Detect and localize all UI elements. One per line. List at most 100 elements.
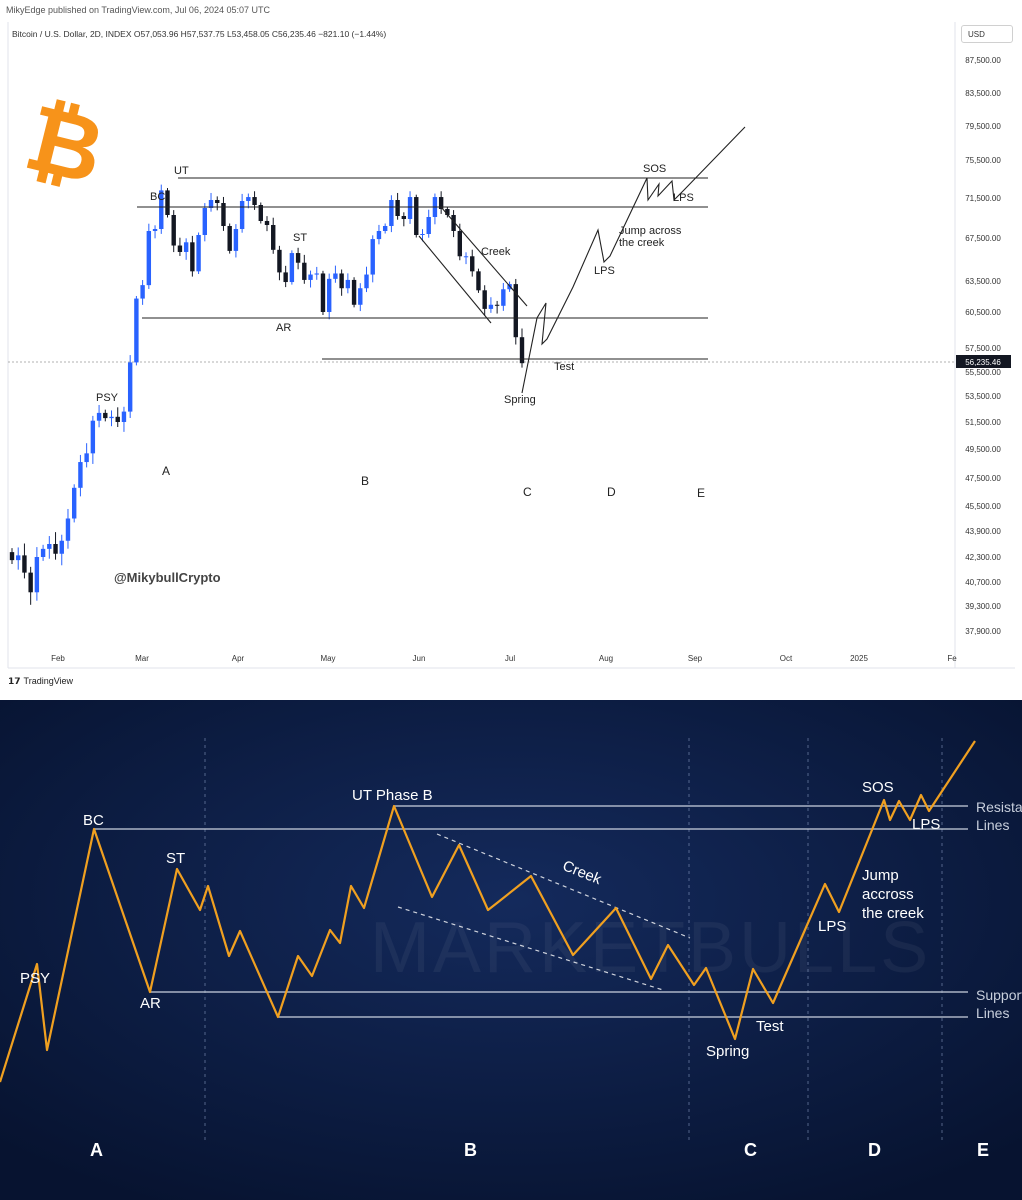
candle-body bbox=[208, 200, 214, 208]
price-tick-label: 45,500.00 bbox=[965, 502, 1001, 511]
wyckoff-schematic-panel: MARKETBULLS PSY BC ST AR UT Phase B Cree… bbox=[0, 700, 1022, 1200]
price-tick-label: 71,500.00 bbox=[965, 194, 1001, 203]
label-sos: SOS bbox=[643, 163, 666, 175]
candle-body bbox=[165, 190, 170, 215]
candle-body bbox=[34, 557, 40, 593]
svg-text:₿: ₿ bbox=[16, 87, 113, 204]
candle-body bbox=[78, 462, 83, 488]
price-tick-label: 49,500.00 bbox=[965, 445, 1001, 454]
label-creek: Creek bbox=[481, 246, 511, 258]
candle-body bbox=[264, 221, 270, 225]
candle-body bbox=[376, 231, 382, 240]
candle-body bbox=[16, 555, 21, 561]
time-tick-label: Aug bbox=[599, 654, 613, 663]
price-tick-label: 67,500.00 bbox=[965, 234, 1001, 243]
candle-body bbox=[358, 288, 363, 305]
label-jump-accross: Jump accross the creek bbox=[862, 867, 924, 922]
tradingview-logo[interactable]: 𝟭𝟳 TradingView bbox=[8, 676, 73, 687]
candle-body bbox=[65, 518, 71, 541]
candle-body bbox=[494, 304, 500, 306]
candle-body bbox=[190, 242, 195, 272]
candle-body bbox=[326, 278, 332, 312]
time-tick-label: Mar bbox=[135, 654, 149, 663]
candle-body bbox=[196, 235, 201, 272]
bitcoin-logo-icon: ₿ bbox=[16, 87, 113, 204]
price-tick-label: 43,900.00 bbox=[965, 527, 1001, 536]
last-price-text: 56,235.46 bbox=[965, 358, 1001, 367]
price-tick-label: 51,500.00 bbox=[965, 418, 1001, 427]
creek-line-upper bbox=[436, 833, 691, 939]
candle-body bbox=[252, 197, 257, 205]
candle-body bbox=[438, 197, 444, 209]
price-chart: ₿ UT BC ST AR PSY SOS LPS LPS Creek Jump… bbox=[7, 22, 1015, 669]
price-axis: 87,500.00 83,500.00 79,500.00 75,500.00 71,5… bbox=[965, 56, 1001, 636]
currency-button[interactable]: USD bbox=[961, 25, 1013, 43]
candle-body bbox=[283, 272, 288, 283]
time-axis: Feb Mar Apr May Jun Jul Aug Sep Oct 2025 Fe bbox=[51, 654, 957, 663]
label-sos: SOS bbox=[862, 779, 894, 796]
phase-e: E bbox=[697, 486, 705, 500]
candle-body bbox=[90, 420, 96, 454]
time-tick-label: Fe bbox=[947, 654, 957, 663]
candle-body bbox=[171, 215, 176, 246]
time-tick-label: Feb bbox=[51, 654, 65, 663]
candles bbox=[9, 184, 525, 605]
candle-body bbox=[22, 555, 27, 573]
author-watermark: @MikybullCrypto bbox=[114, 570, 221, 585]
phase-d: D bbox=[868, 1140, 881, 1160]
phase-c: C bbox=[523, 485, 532, 499]
candle-body bbox=[345, 279, 351, 289]
candle-body bbox=[501, 289, 506, 306]
candle-body bbox=[183, 242, 189, 252]
candle-body bbox=[115, 416, 120, 422]
price-tick-label: 37,900.00 bbox=[965, 627, 1001, 636]
candle-body bbox=[103, 412, 108, 419]
last-price-badge bbox=[956, 355, 1011, 368]
label-bc: BC bbox=[83, 812, 104, 829]
time-tick-label: May bbox=[320, 654, 335, 663]
label-st: ST bbox=[166, 850, 185, 867]
label-psy: PSY bbox=[96, 392, 119, 404]
candle-body bbox=[476, 271, 481, 291]
candle-body bbox=[127, 362, 133, 412]
label-lps-2: LPS bbox=[673, 192, 694, 204]
candle-body bbox=[159, 190, 164, 229]
candle-body bbox=[40, 548, 46, 557]
tv-icon: 𝟭𝟳 bbox=[8, 676, 21, 686]
candle-body bbox=[320, 273, 326, 312]
phase-b: B bbox=[464, 1140, 477, 1160]
phase-b: B bbox=[361, 474, 369, 488]
time-tick-label: Apr bbox=[232, 654, 245, 663]
candle-body bbox=[389, 200, 394, 226]
label-resistance-lines: ResistanceLines bbox=[976, 799, 1022, 833]
price-tick-label: 87,500.00 bbox=[965, 56, 1001, 65]
price-tick-label: 40,700.00 bbox=[965, 578, 1001, 587]
label-lps-2: LPS bbox=[912, 816, 940, 833]
wyckoff-diagram: MARKETBULLS PSY BC ST AR UT Phase B Cree… bbox=[0, 700, 1022, 1200]
candle-body bbox=[470, 256, 475, 272]
label-lps-1: LPS bbox=[818, 918, 846, 935]
phase-a: A bbox=[90, 1140, 103, 1160]
label-support-lines: Support Lines bbox=[976, 987, 1022, 1021]
symbol-name: Bitcoin / U.S. Dollar, 2D, INDEX bbox=[12, 29, 132, 39]
candle-body bbox=[482, 290, 487, 309]
price-tick-label: 47,500.00 bbox=[965, 474, 1001, 483]
candle-body bbox=[239, 201, 245, 229]
candle-body bbox=[9, 552, 15, 561]
candle-body bbox=[382, 226, 388, 231]
price-tick-label: 42,300.00 bbox=[965, 553, 1001, 562]
candle-body bbox=[53, 544, 58, 554]
candle-body bbox=[308, 274, 313, 280]
time-tick-label: Jul bbox=[505, 654, 515, 663]
price-tick-label: 79,500.00 bbox=[965, 122, 1001, 131]
phase-d: D bbox=[607, 485, 616, 499]
candle-body bbox=[277, 249, 282, 273]
candle-body bbox=[59, 540, 64, 554]
candle-body bbox=[414, 197, 419, 235]
candle-body bbox=[246, 197, 251, 201]
candle-body bbox=[451, 215, 456, 231]
candle-body bbox=[463, 256, 469, 258]
candle-body bbox=[488, 304, 494, 309]
candle-body bbox=[364, 274, 369, 289]
candle-body bbox=[134, 298, 139, 363]
